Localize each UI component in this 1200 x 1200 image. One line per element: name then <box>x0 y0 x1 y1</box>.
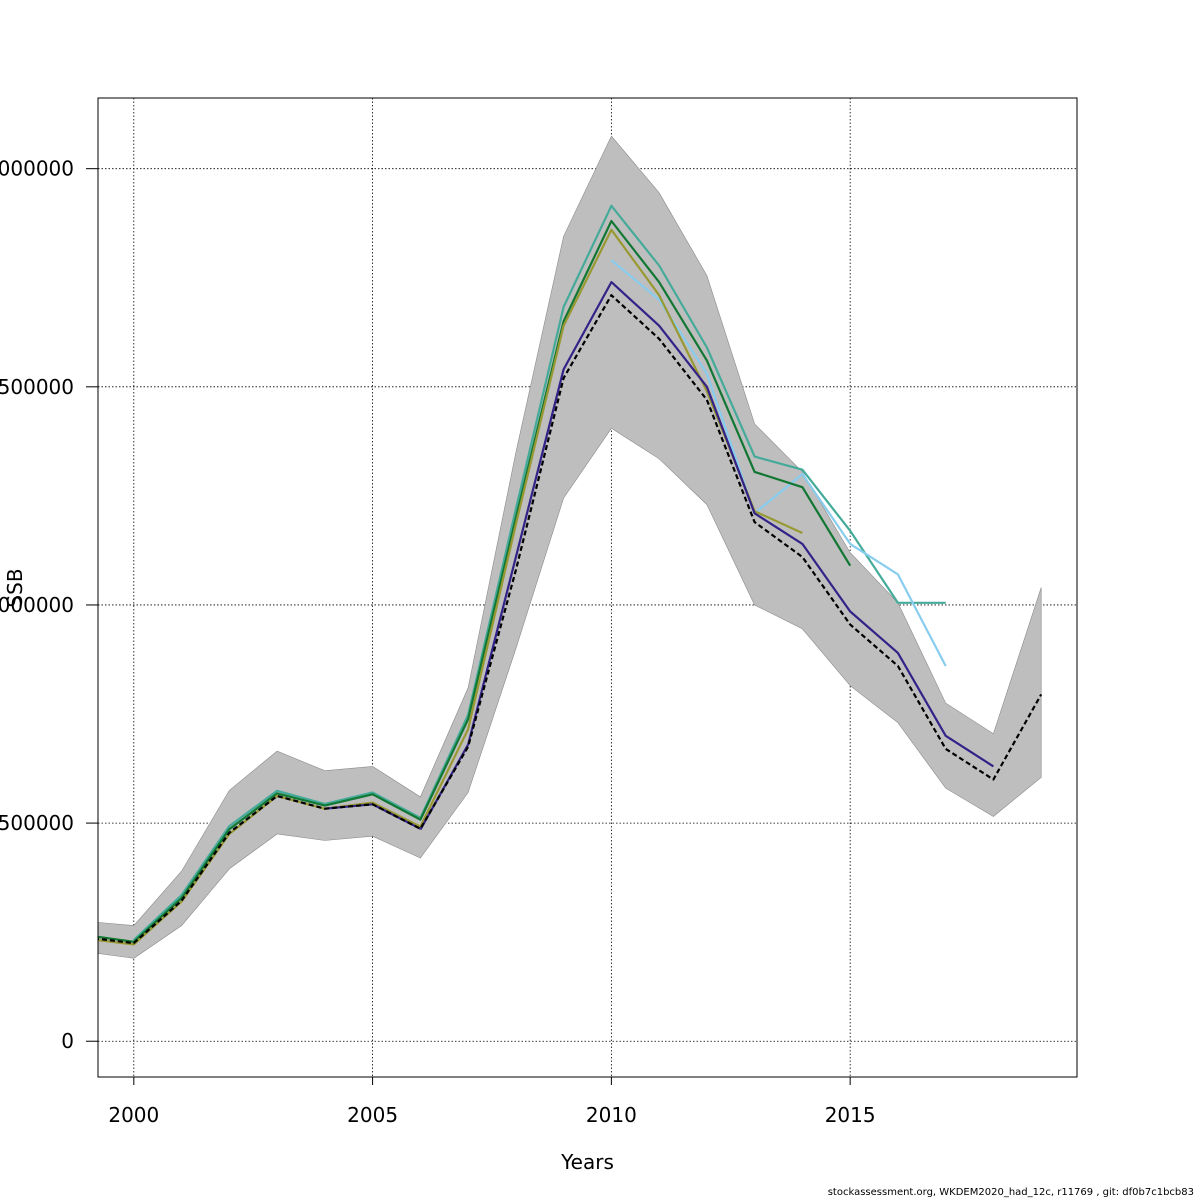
confidence-band-area <box>98 135 1042 959</box>
confidence-band <box>98 135 1042 959</box>
x-tick-label: 2005 <box>347 1103 398 1127</box>
y-tick-label: 0 <box>61 1029 74 1053</box>
series-line-7 <box>98 294 1043 945</box>
series-lines <box>98 204 1043 946</box>
y-axis-title: SSB <box>3 568 27 607</box>
y-tick-label: 1000000 <box>0 593 74 617</box>
y-tick-label: 500000 <box>0 811 74 835</box>
series-line-5 <box>419 281 994 831</box>
x-tick-label: 2010 <box>586 1103 637 1127</box>
x-tick-label: 2000 <box>108 1103 159 1127</box>
y-tick-label: 2000000 <box>0 157 74 181</box>
x-axis-title: Years <box>560 1150 614 1174</box>
y-tick-label: 1500000 <box>0 375 74 399</box>
series-line-1 <box>133 204 946 941</box>
footer-credit: stockassessment.org, WKDEM2020_had_12c, … <box>827 1187 1194 1198</box>
x-tick-label: 2015 <box>825 1103 876 1127</box>
plot-frame <box>97 97 1078 1078</box>
series-line-3 <box>98 219 852 943</box>
axes: 2000 2005 2010 2015 0 500000 1000000 1500000 200… <box>0 157 876 1127</box>
